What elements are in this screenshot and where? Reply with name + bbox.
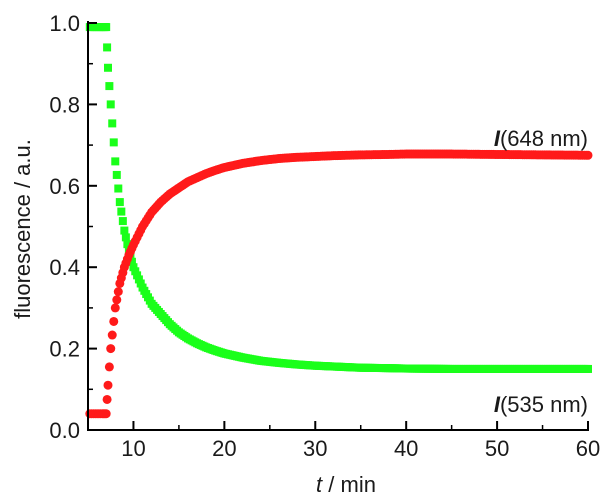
y-tick-label: 0.8 — [49, 92, 80, 117]
series-layer — [85, 23, 593, 419]
x-tick-label: 20 — [212, 436, 236, 461]
series-535-point — [134, 275, 143, 284]
x-tick-label: 30 — [303, 436, 327, 461]
x-tick-label: 60 — [576, 436, 600, 461]
y-axis-title: fluorescence / a.u. — [10, 139, 35, 319]
x-tick-label: 40 — [394, 436, 418, 461]
series-648-point — [109, 316, 119, 326]
series-535-point — [117, 207, 126, 216]
series-648-point — [583, 150, 593, 160]
series-535-point — [114, 184, 123, 193]
series-535-point — [109, 138, 118, 147]
series-535-point — [120, 226, 129, 235]
y-tick-label: 1.0 — [49, 11, 80, 36]
series-535-point — [127, 257, 136, 266]
series-label-535: I(535 nm) — [494, 392, 588, 417]
series-648-markers — [85, 149, 593, 419]
series-648-point — [112, 295, 122, 305]
series-648-point — [101, 409, 111, 419]
series-648-point — [102, 394, 112, 404]
y-tick-label: 0.6 — [49, 174, 80, 199]
series-535-point — [129, 263, 138, 272]
series-label-535-text: (535 nm) — [500, 392, 588, 417]
series-535-point — [112, 170, 121, 179]
series-535-point — [108, 119, 117, 128]
y-tick-label: 0.2 — [49, 337, 80, 362]
series-648-point — [106, 344, 116, 354]
series-label-648: I(648 nm) — [494, 126, 588, 151]
series-535-point — [102, 23, 111, 32]
series-648-point — [104, 362, 114, 372]
series-535-point — [106, 100, 115, 109]
series-label-648-variable: I — [494, 126, 501, 151]
series-535-point — [111, 157, 120, 166]
x-axis-title-unit: / min — [322, 472, 376, 497]
series-648-point — [110, 303, 120, 313]
series-535-point — [103, 43, 112, 52]
y-tick-label: 0.0 — [49, 418, 80, 443]
series-648-point — [113, 287, 123, 297]
x-tick-label: 10 — [121, 436, 145, 461]
series-535-point — [104, 63, 112, 72]
series-label-648-text: (648 nm) — [500, 126, 588, 151]
y-tick-label: 0.4 — [49, 255, 80, 280]
series-535-point — [584, 364, 592, 373]
series-535-point — [133, 271, 142, 280]
x-tick-label: 50 — [485, 436, 509, 461]
series-label-535-variable: I — [494, 392, 501, 417]
series-535-point — [136, 279, 145, 288]
series-648-point — [107, 330, 117, 340]
series-535-point — [123, 240, 132, 249]
x-axis-title-variable: t — [316, 472, 323, 497]
series-535-point — [131, 267, 140, 276]
series-535-point — [115, 198, 124, 207]
series-535-point — [121, 233, 130, 242]
x-axis-title: t / min — [316, 472, 376, 497]
series-648-point — [103, 380, 113, 390]
series-535-markers — [85, 23, 592, 373]
ticks-layer: 10 20 30 40 50 60 0.0 0.2 0.4 0.6 0.8 1.0 — [49, 11, 600, 461]
series-535-point — [118, 217, 127, 226]
series-535-point — [105, 82, 114, 91]
